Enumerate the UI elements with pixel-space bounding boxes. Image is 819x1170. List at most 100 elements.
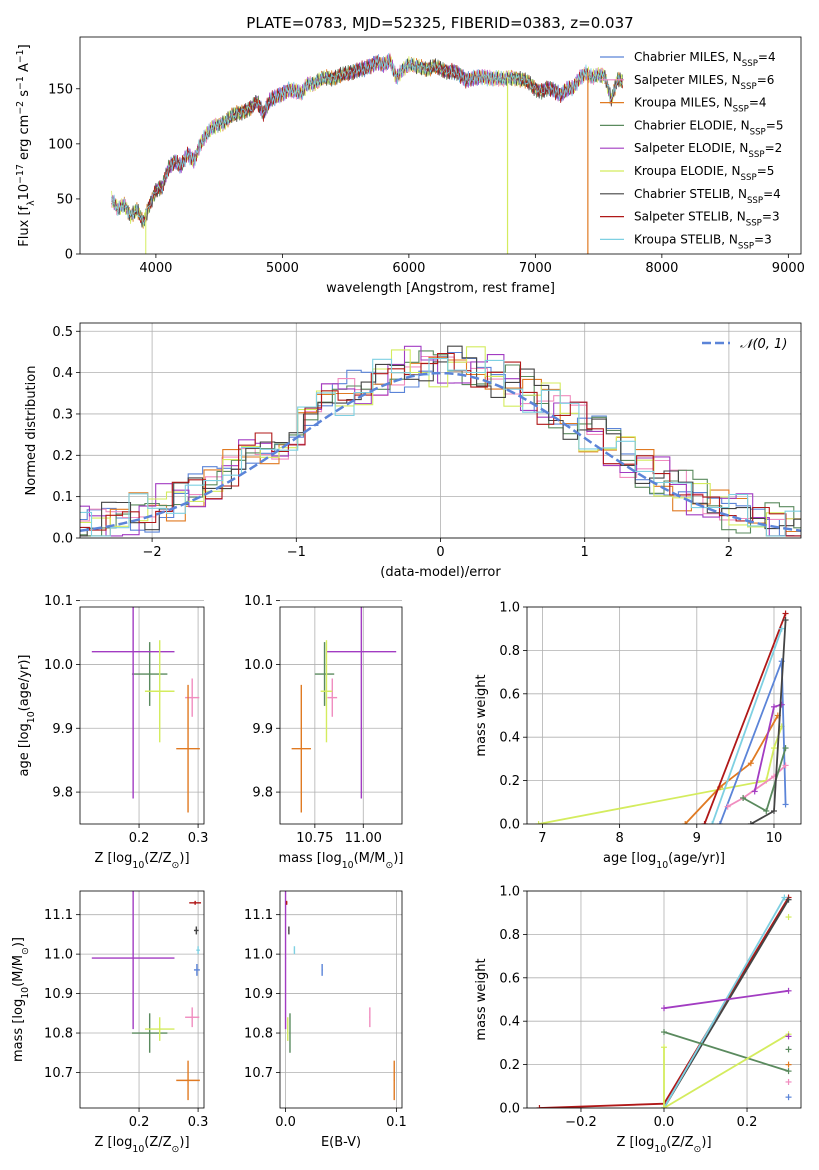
- x-tick-label: 0.2: [129, 1115, 150, 1130]
- axes-residuals: −2 −1 0 1 2 0.0 0.1 0.2 0.3 0.4 0.5 (data-model)/er…: [24, 322, 802, 580]
- label-part: )]: [179, 851, 189, 866]
- label-part: =3: [762, 210, 780, 224]
- y-tick-label: 0.4: [499, 1015, 520, 1030]
- y-tick-label: 0.6: [499, 687, 520, 702]
- x-tick-label: 6000: [392, 261, 425, 276]
- y-axis-label: mass weight: [474, 674, 489, 756]
- label-part: (M/M: [354, 851, 386, 866]
- label-part: SSP: [746, 219, 762, 229]
- axes-frame: [79, 36, 802, 255]
- y-tick-label: 0: [65, 248, 73, 263]
- spectrum-line: [111, 54, 623, 224]
- label-part: ⊙: [172, 860, 180, 871]
- x-tick-label: 11.00: [345, 831, 382, 846]
- y-axis-label: Flux [fλ10−17 erg cm−2 s−1 A−1]: [15, 44, 37, 246]
- y-tick-label: 0.2: [52, 449, 73, 464]
- axes-frame: [79, 322, 802, 539]
- label-part: mass [log: [11, 999, 26, 1062]
- label-part: )]: [701, 1135, 711, 1150]
- label-part: 10: [20, 987, 31, 999]
- label-part: Kroupa MILES, N: [634, 96, 733, 110]
- spectrum-line: [111, 55, 623, 227]
- x-tick-label: 9: [693, 831, 701, 846]
- label-part: 10: [342, 860, 354, 871]
- x-tick-label: 0.0: [654, 1115, 675, 1130]
- x-tick-label: 0.2: [737, 1115, 758, 1130]
- weight-z-line: [663, 1031, 789, 1072]
- weight-age-line: [742, 747, 787, 813]
- label-part: (Z/Z: [666, 1135, 693, 1150]
- y-tick-label: 0.4: [52, 366, 73, 381]
- x-tick-label: 1: [581, 545, 589, 560]
- label-part: (age/yr)]: [17, 655, 32, 712]
- y-tick-label: 10.8: [44, 1027, 73, 1042]
- x-tick-label: 10.75: [296, 831, 333, 846]
- x-tick-label: 0.2: [129, 831, 150, 846]
- y-tick-label: 11.0: [44, 948, 73, 963]
- x-tick-label: 8: [615, 831, 623, 846]
- legend-label: Kroupa ELODIE, NSSP=5: [634, 164, 774, 183]
- label-part: )]: [11, 937, 26, 947]
- axes-age_vs_Z: 0.2 0.39.89.910.010.1Z [log10(Z/Z⊙)]age […: [17, 594, 208, 871]
- y-tick-label: 1.0: [499, 885, 520, 900]
- y-tick-label: 11.1: [244, 908, 273, 923]
- plot-area: [91, 607, 200, 813]
- label-part: mass [log: [279, 851, 342, 866]
- x-tick-label: −1: [287, 545, 306, 560]
- label-part: SSP: [747, 196, 763, 206]
- y-axis-label: age [log10(age/yr)]: [17, 655, 37, 777]
- y-tick-label: 10.0: [244, 658, 273, 673]
- x-axis-label: (data-model)/error: [380, 565, 501, 580]
- weight-age-line: [711, 628, 783, 824]
- label-part: age [log: [17, 723, 32, 776]
- figure-title: PLATE=0783, MJD=52325, FIBERID=0383, z=0…: [246, 14, 633, 32]
- spectrum-line: [111, 55, 623, 229]
- y-tick-label: 0.5: [52, 325, 73, 340]
- x-tick-label: 8000: [645, 261, 678, 276]
- y-tick-label: 0.2: [499, 774, 520, 789]
- y-axis-label: Normed distribution: [24, 366, 39, 496]
- label-part: E(B-V): [321, 1135, 361, 1150]
- legend-label: Kroupa STELIB, NSSP=3: [634, 232, 772, 251]
- label-part: SSP: [738, 241, 754, 251]
- y-tick-label: 11.0: [244, 948, 273, 963]
- label-part: 10: [654, 1144, 666, 1155]
- label-part: =2: [765, 141, 783, 155]
- y-tick-label: 0.0: [499, 1102, 520, 1117]
- y-tick-label: 1.0: [499, 601, 520, 616]
- label-part: =5: [766, 118, 784, 132]
- label-part: Z [log: [616, 1135, 654, 1150]
- x-axis-label: wavelength [Angstrom, rest frame]: [326, 281, 555, 296]
- y-tick-label: 0.8: [499, 928, 520, 943]
- label-part: mass weight: [474, 958, 489, 1040]
- grid: [527, 606, 801, 825]
- x-tick-label: 7: [538, 831, 546, 846]
- weight-z-line: [663, 897, 786, 1108]
- y-tick-label: 0.8: [499, 644, 520, 659]
- label-part: ⊙: [385, 860, 393, 871]
- x-axis-label: E(B-V): [321, 1135, 361, 1150]
- label-part: =5: [757, 164, 775, 178]
- label-part: (Z/Z: [144, 1135, 171, 1150]
- label-part: Flux [f: [17, 205, 32, 246]
- label-part: Normed distribution: [24, 366, 39, 496]
- label-part: Kroupa STELIB, N: [634, 232, 738, 246]
- plot-area: [111, 52, 623, 254]
- x-tick-label: 0.0: [275, 1115, 296, 1130]
- label-part: age [log: [603, 851, 656, 866]
- label-part: =4: [763, 187, 781, 201]
- spectrum-line: [111, 53, 623, 226]
- label-part: 10: [132, 860, 144, 871]
- label-part: 10: [656, 860, 668, 871]
- y-tick-label: 9.8: [252, 786, 273, 801]
- label-part: (age/yr)]: [668, 851, 725, 866]
- label-part: mass weight: [474, 674, 489, 756]
- y-tick-label: 10.9: [244, 987, 273, 1002]
- axes-frame: [79, 606, 205, 825]
- y-tick-label: 0.6: [499, 971, 520, 986]
- label-part: ⊙: [20, 947, 31, 955]
- label-part: =6: [757, 73, 775, 87]
- x-tick-label: 5000: [266, 261, 299, 276]
